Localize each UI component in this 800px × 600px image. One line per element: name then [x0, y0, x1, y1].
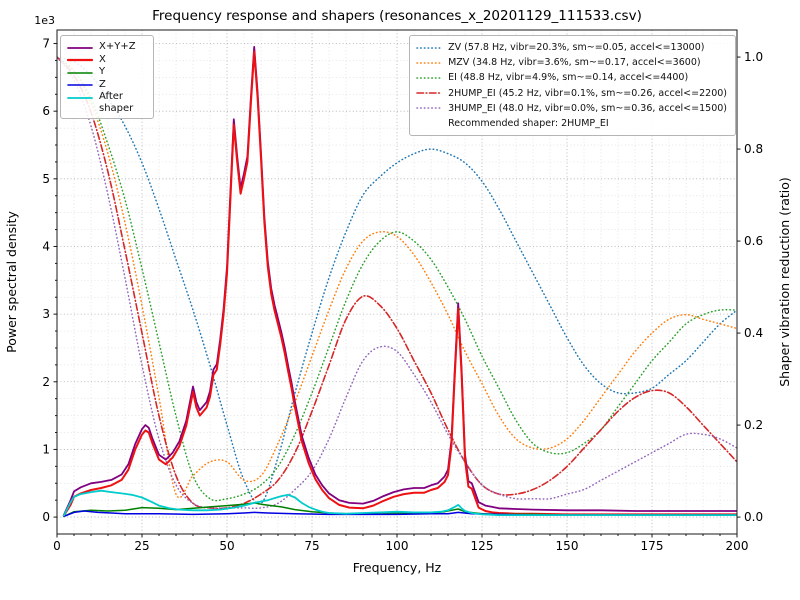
legend-label: X+Y+Z: [99, 41, 136, 52]
y-left-tick-label: 7: [42, 37, 50, 51]
y-right-tick-label: 1.0: [744, 50, 763, 64]
legend-label: Y: [99, 66, 106, 77]
legend-item: After shaper: [67, 90, 145, 114]
legend-item: ZV (57.8 Hz, vibr=20.3%, sm~=0.05, accel…: [416, 40, 727, 55]
legend-psd: X+Y+Z X Y Z After shaper: [60, 35, 154, 119]
x-tick-label: 50: [219, 539, 234, 553]
legend-label: EI (48.8 Hz, vibr=4.9%, sm~=0.14, accel<…: [448, 72, 689, 84]
legend-item: EI (48.8 Hz, vibr=4.9%, sm~=0.14, accel<…: [416, 70, 727, 85]
legend-line-sample-icon: [67, 96, 93, 99]
y-left-tick-label: 3: [42, 307, 50, 321]
legend-label: 3HUMP_EI (48.0 Hz, vibr=0.0%, sm~=0.36, …: [448, 102, 727, 114]
x-tick-label: 25: [134, 539, 149, 553]
legend-label: MZV (34.8 Hz, vibr=3.6%, sm~=0.17, accel…: [448, 57, 701, 69]
series-mzv: [57, 56, 737, 499]
legend-line-sample-icon: [67, 71, 93, 74]
x-tick-label: 75: [304, 539, 319, 553]
y-left-tick-label: 5: [42, 172, 50, 186]
y-left-tick-label: 2: [42, 375, 50, 389]
x-tick-label: 200: [726, 539, 749, 553]
y-right-tick-label: 0.8: [744, 142, 763, 156]
legend-line-sample-icon: [416, 107, 442, 109]
legend-note: Recommended shaper: 2HUMP_EI: [448, 117, 609, 129]
legend-item: MZV (34.8 Hz, vibr=3.6%, sm~=0.17, accel…: [416, 55, 727, 70]
legend-label: X: [99, 53, 106, 65]
legend-line-sample-icon: [416, 61, 442, 64]
legend-item: 3HUMP_EI (48.0 Hz, vibr=0.0%, sm~=0.36, …: [416, 101, 727, 116]
y-right-tick-label: 0.6: [744, 234, 763, 248]
chart-title: Frequency response and shapers (resonanc…: [152, 8, 642, 24]
y-left-tick-label: 0: [42, 510, 50, 524]
legend-line-sample-icon: [416, 46, 442, 49]
legend-item: X: [67, 53, 145, 66]
legend-item: X+Y+Z: [67, 40, 145, 53]
y-right-tick-label: 0.2: [744, 418, 763, 432]
legend-line-sample-icon: [67, 58, 93, 62]
legend-label: 2HUMP_EI (45.2 Hz, vibr=0.1%, sm~=0.26, …: [448, 87, 727, 99]
y-right-tick-label: 0.0: [744, 510, 763, 524]
legend-shapers: ZV (57.8 Hz, vibr=20.3%, sm~=0.05, accel…: [409, 35, 736, 137]
y-left-tick-label: 4: [42, 239, 50, 253]
legend-line-sample-icon: [67, 46, 93, 49]
axis-ticks: [53, 43, 741, 538]
series-3hump_ei: [57, 56, 737, 510]
x-tick-label: 175: [641, 539, 664, 553]
y-right-tick-label: 0.4: [744, 326, 763, 340]
legend-line-sample-icon: [67, 84, 93, 86]
legend-line-sample-icon: [416, 92, 442, 94]
y-left-tick-label: 1: [42, 442, 50, 456]
series-ei: [57, 56, 737, 502]
x-tick-label: 125: [471, 539, 494, 553]
y-left-offset-text: 1e3: [34, 14, 55, 27]
series-2hump_ei: [57, 56, 737, 510]
legend-line-sample-icon: [416, 77, 442, 79]
legend-label: After shaper: [99, 91, 134, 114]
y-left-axis-label: Power spectral density: [4, 211, 19, 353]
legend-label: Z: [99, 78, 106, 90]
legend-label: ZV (57.8 Hz, vibr=20.3%, sm~=0.05, accel…: [448, 42, 705, 53]
series-x: [62, 50, 737, 517]
y-right-axis-label: Shaper vibration reduction (ratio): [777, 177, 792, 387]
x-tick-label: 100: [386, 539, 409, 553]
legend-item: 2HUMP_EI (45.2 Hz, vibr=0.1%, sm~=0.26, …: [416, 86, 727, 101]
x-tick-label: 150: [556, 539, 579, 553]
series-after: [62, 489, 737, 517]
y-left-tick-label: 6: [42, 104, 50, 118]
x-tick-label: 0: [53, 539, 61, 553]
legend-item: Y: [67, 65, 145, 78]
series-zv: [57, 56, 737, 505]
legend-item: Z: [67, 78, 145, 91]
x-axis-label: Frequency, Hz: [353, 560, 442, 575]
